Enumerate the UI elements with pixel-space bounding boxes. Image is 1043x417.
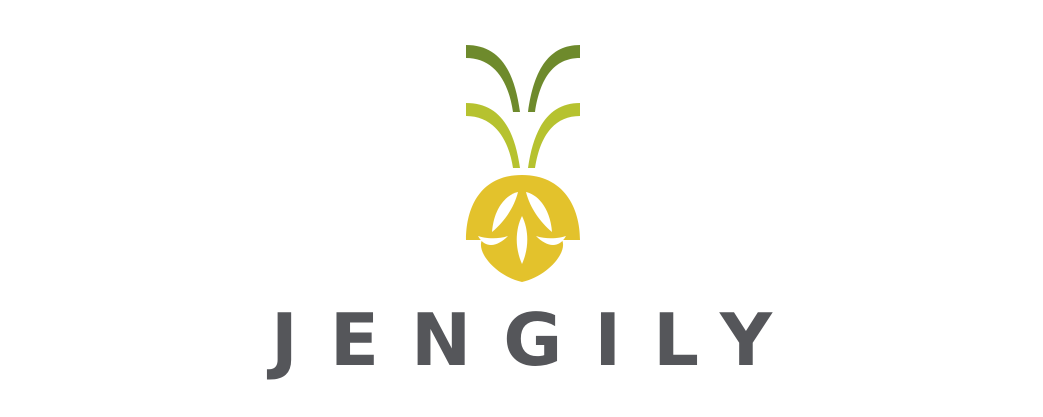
bulb-petals-icon — [466, 175, 580, 282]
top-leaves-icon — [466, 45, 580, 112]
middle-leaves-icon — [466, 103, 580, 168]
pineapple-leaf-logo-icon — [466, 45, 580, 282]
brand-wordmark: JENGILY — [271, 298, 804, 382]
